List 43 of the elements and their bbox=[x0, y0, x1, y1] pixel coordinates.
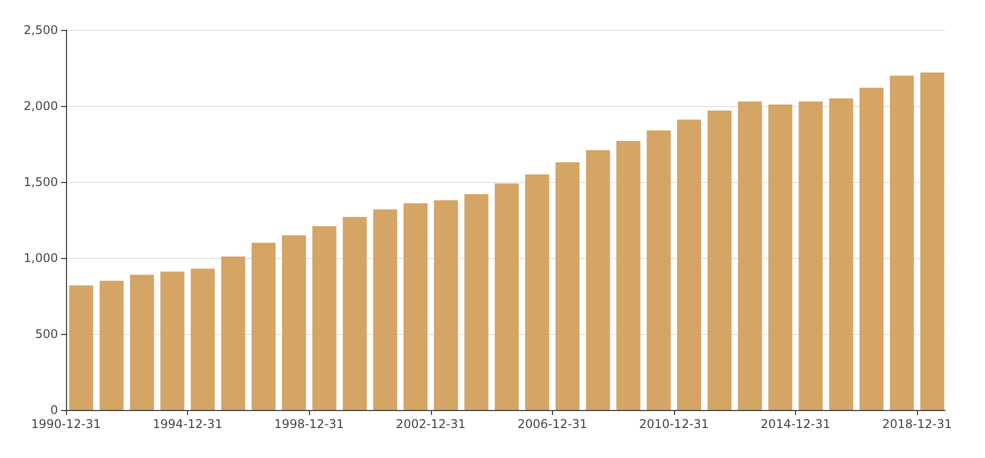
bar bbox=[160, 272, 184, 410]
bar bbox=[556, 162, 580, 410]
bar bbox=[464, 194, 488, 410]
x-tick-label: 2002-12-31 bbox=[396, 417, 466, 431]
bar bbox=[494, 184, 519, 410]
x-tick-label: 2006-12-31 bbox=[517, 417, 588, 431]
bar bbox=[69, 285, 94, 410]
x-tick-label: 1994-12-31 bbox=[152, 417, 222, 431]
y-tick-label: 2,000 bbox=[24, 99, 58, 113]
bar bbox=[130, 274, 154, 410]
bar bbox=[252, 242, 276, 410]
bar bbox=[829, 98, 854, 410]
bar bbox=[708, 110, 732, 410]
bar bbox=[890, 76, 914, 410]
bar bbox=[404, 203, 428, 410]
bar bbox=[190, 268, 215, 410]
bar bbox=[768, 104, 792, 410]
bar bbox=[312, 226, 336, 410]
x-tick-label: 2018-12-31 bbox=[882, 417, 952, 431]
bar bbox=[920, 72, 944, 410]
x-tick-label: 1990-12-31 bbox=[31, 417, 101, 431]
bar bbox=[738, 101, 762, 410]
bar bbox=[677, 120, 702, 410]
bar bbox=[282, 235, 306, 410]
bar bbox=[100, 280, 124, 410]
y-tick-label: 0 bbox=[50, 403, 58, 417]
y-tick-label: 500 bbox=[35, 327, 58, 341]
y-tick-label: 1,500 bbox=[24, 175, 58, 189]
x-tick-label: 1998-12-31 bbox=[274, 417, 344, 431]
bar bbox=[646, 130, 671, 410]
bar bbox=[616, 140, 640, 410]
bar bbox=[525, 174, 550, 410]
bar bbox=[860, 88, 884, 410]
bar bbox=[586, 150, 610, 410]
y-tick-label: 1,000 bbox=[24, 251, 58, 265]
x-tick-label: 2010-12-31 bbox=[639, 417, 709, 431]
bar bbox=[221, 256, 246, 410]
bar bbox=[373, 209, 398, 410]
x-tick-label: 2014-12-31 bbox=[760, 417, 830, 431]
y-tick-label: 2,500 bbox=[24, 23, 58, 37]
bar bbox=[798, 101, 823, 410]
bar bbox=[434, 200, 458, 410]
bar bbox=[342, 216, 367, 410]
